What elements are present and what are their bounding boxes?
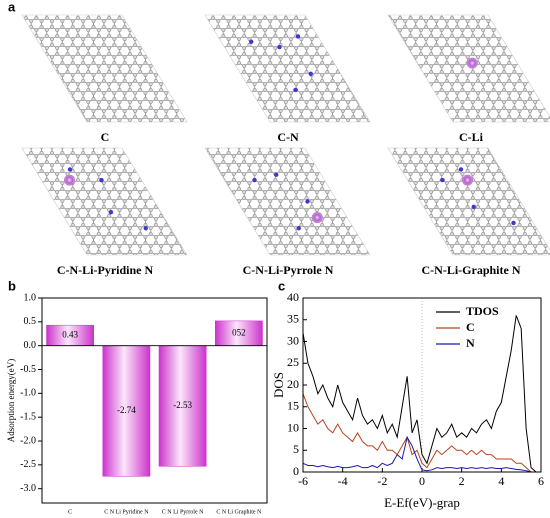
chart-b: b Adsorption energy(eV) 1.0 0.5 0.0 -0.5 -1.0 -… bbox=[6, 278, 268, 515]
nitrogen-atom bbox=[295, 34, 301, 39]
y-tick-label: 30 bbox=[287, 333, 299, 347]
x-tick-label: 0 bbox=[419, 474, 425, 488]
lithium-atom bbox=[64, 174, 75, 186]
lithium-atom bbox=[462, 174, 473, 186]
x-tick-label: 6 bbox=[538, 474, 544, 488]
lattice bbox=[204, 14, 371, 123]
value-label: -2.53 bbox=[173, 400, 192, 410]
nitrogen-atom bbox=[143, 226, 148, 231]
y-tick-label: 15 bbox=[287, 399, 299, 413]
structure-label: C-Li bbox=[459, 130, 484, 144]
lattice bbox=[21, 147, 188, 256]
x-tick-label: -6 bbox=[298, 474, 308, 488]
bar bbox=[102, 345, 151, 477]
y-tick-label: 0.0 bbox=[24, 340, 37, 351]
dos-line bbox=[302, 315, 541, 473]
lattice bbox=[21, 14, 188, 123]
y-tick-label: -3.0 bbox=[20, 483, 36, 494]
legend-label: TDOS bbox=[466, 304, 499, 318]
x-tick-label: -2 bbox=[377, 474, 387, 488]
nitrogen-atom bbox=[296, 226, 301, 231]
structure-label: C-N bbox=[277, 130, 299, 144]
x-tick-label: 2 bbox=[459, 474, 465, 488]
x-tick-label: C N Li Pyrrole N bbox=[162, 509, 204, 515]
nitrogen-atom bbox=[277, 44, 282, 50]
nitrogen-atom bbox=[67, 167, 73, 172]
structures: C C-N C-Li C-N-Li-Pyridine N C-N-Li-Pyrrole … bbox=[21, 14, 550, 277]
chart-c: c DOS E-Ef(eV)-grap 0 5 10 15 20 25 30 35 40 -6 -4 -2 0… bbox=[271, 278, 544, 510]
lithium-atom bbox=[311, 212, 323, 224]
y-axis-label: Adsorption energy(eV) bbox=[6, 359, 16, 443]
nitrogen-atom bbox=[249, 39, 254, 44]
value-label: -2.74 bbox=[117, 405, 136, 415]
x-tick-label: -4 bbox=[338, 474, 348, 488]
y-tick-label: 25 bbox=[287, 355, 299, 369]
nitrogen-atom bbox=[440, 177, 445, 183]
nitrogen-atom bbox=[471, 204, 476, 210]
structure-label: C-N-Li-Pyridine N bbox=[57, 263, 154, 277]
y-axis-label: DOS bbox=[271, 372, 286, 398]
x-axis-label: E-Ef(eV)-grap bbox=[384, 495, 460, 510]
lattice bbox=[387, 147, 550, 256]
nitrogen-atom bbox=[274, 172, 279, 177]
structure-label: C-N-Li-Graphite N bbox=[422, 263, 521, 277]
x-tick-label: C bbox=[68, 509, 72, 515]
y-tick-label: -2.0 bbox=[20, 435, 36, 446]
y-tick-label: -1.0 bbox=[20, 388, 36, 399]
nitrogen-atom bbox=[458, 167, 464, 172]
lattice bbox=[387, 14, 550, 123]
legend-label: N bbox=[466, 336, 475, 350]
y-tick-label: 40 bbox=[287, 290, 299, 304]
y-tick-label: 0 bbox=[293, 464, 299, 478]
bar bbox=[158, 345, 207, 467]
x-tick-label: 4 bbox=[498, 474, 504, 488]
plot-frame bbox=[41, 297, 268, 504]
y-tick-label: 5 bbox=[293, 442, 299, 456]
legend-label: C bbox=[466, 320, 475, 334]
nitrogen-atom bbox=[293, 87, 298, 93]
lattice bbox=[204, 147, 371, 256]
y-tick-label: 20 bbox=[287, 377, 299, 391]
value-label: 052 bbox=[232, 327, 246, 337]
panel-label: a bbox=[8, 0, 16, 14]
x-tick-label: C N Li Graphite N bbox=[216, 509, 262, 515]
y-tick-label: -1.5 bbox=[20, 411, 36, 422]
dos-line bbox=[302, 393, 541, 473]
y-tick-label: 1.0 bbox=[24, 292, 37, 303]
nitrogen-atom bbox=[108, 210, 114, 215]
nitrogen-atom bbox=[511, 220, 516, 226]
x-tick-label: C N Li Pyridine N bbox=[104, 509, 149, 515]
dos-line bbox=[302, 435, 541, 473]
y-tick-label: -0.5 bbox=[20, 364, 36, 375]
y-tick-label: 10 bbox=[287, 420, 299, 434]
panel-label: b bbox=[8, 278, 16, 293]
y-tick-label: -2.5 bbox=[20, 459, 36, 470]
y-tick-label: 35 bbox=[287, 312, 299, 326]
lithium-atom bbox=[466, 57, 478, 69]
nitrogen-atom bbox=[99, 177, 104, 183]
structure-label: C bbox=[101, 130, 110, 144]
y-tick-label: 0.5 bbox=[24, 316, 37, 327]
bar bbox=[215, 320, 263, 346]
panel-label: c bbox=[278, 278, 285, 293]
value-label: 0.43 bbox=[62, 329, 78, 339]
plot-frame bbox=[302, 297, 542, 473]
nitrogen-atom bbox=[252, 177, 257, 183]
nitrogen-atom bbox=[308, 71, 313, 77]
nitrogen-atom bbox=[305, 199, 310, 204]
structure-label: C-N-Li-Pyrrole N bbox=[243, 263, 334, 277]
